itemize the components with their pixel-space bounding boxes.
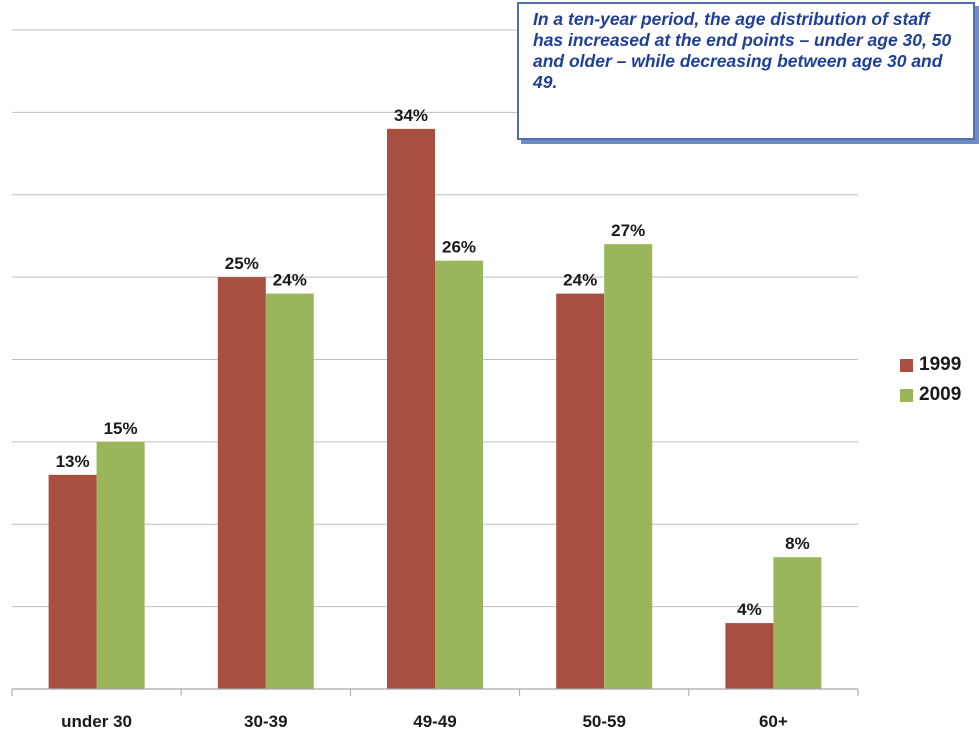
category-label-1: 30-39 [244, 712, 287, 731]
data-label-2009-4: 8% [785, 534, 810, 553]
bar-2009-1 [265, 293, 314, 689]
data-label-2009-2: 26% [442, 238, 476, 257]
data-label-1999-4: 4% [737, 600, 762, 619]
category-label-4: 60+ [759, 712, 788, 731]
bar-1999-0 [48, 474, 97, 689]
bar-1999-1 [217, 277, 266, 689]
category-label-2: 49-49 [413, 712, 456, 731]
bar-2009-3 [604, 244, 653, 690]
bars [48, 128, 822, 690]
x-axis [11, 688, 859, 696]
data-label-2009-3: 27% [611, 221, 645, 240]
category-label-0: under 30 [61, 712, 132, 731]
legend: 1999 2009 [900, 350, 961, 410]
data-label-2009-0: 15% [104, 419, 138, 438]
data-label-1999-2: 34% [394, 106, 428, 125]
legend-swatch-1999 [900, 358, 913, 372]
data-label-2009-1: 24% [273, 271, 307, 290]
legend-swatch-2009 [900, 388, 913, 402]
data-label-1999-0: 13% [56, 452, 90, 471]
legend-item-2009: 2009 [900, 380, 961, 410]
annotation-box: In a ten-year period, the age distributi… [517, 2, 975, 140]
bar-1999-4 [725, 623, 774, 689]
legend-item-1999: 1999 [900, 350, 961, 380]
legend-label-2009: 2009 [919, 384, 962, 405]
bar-2009-4 [773, 557, 822, 689]
annotation-text: In a ten-year period, the age distributi… [533, 9, 952, 92]
category-labels: under 30 30-39 49-49 50-59 60+ [61, 712, 788, 731]
data-label-1999-3: 24% [563, 271, 597, 290]
bar-1999-3 [556, 293, 605, 689]
category-label-3: 50-59 [582, 712, 625, 731]
bar-1999-2 [387, 128, 435, 690]
bar-2009-2 [435, 260, 483, 689]
bar-2009-0 [96, 441, 145, 689]
data-label-1999-1: 25% [225, 254, 259, 273]
data-labels: 13% 15% 25% 24% 34% 26% 24% 27% 4% 8% [56, 106, 810, 619]
legend-label-1999: 1999 [919, 354, 962, 375]
